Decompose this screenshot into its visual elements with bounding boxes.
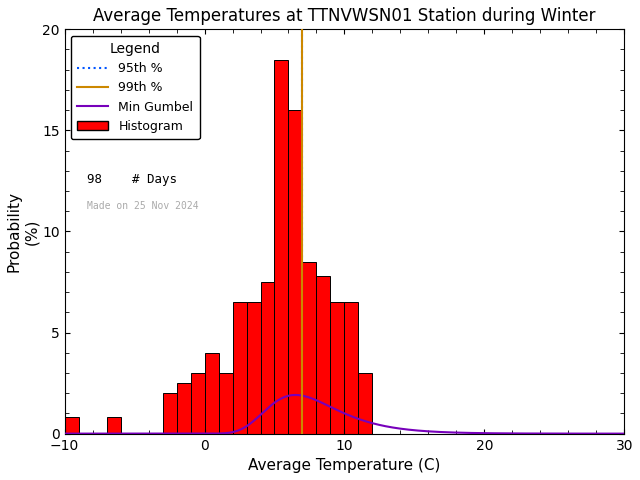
Bar bbox=[205, 353, 218, 433]
Text: Made on 25 Nov 2024: Made on 25 Nov 2024 bbox=[87, 201, 198, 211]
Bar bbox=[177, 383, 191, 433]
Title: Average Temperatures at TTNVWSN01 Station during Winter: Average Temperatures at TTNVWSN01 Statio… bbox=[93, 7, 596, 25]
X-axis label: Average Temperature (C): Average Temperature (C) bbox=[248, 458, 441, 473]
Bar bbox=[260, 282, 275, 433]
Bar bbox=[344, 302, 358, 433]
Bar bbox=[218, 373, 232, 433]
Bar bbox=[330, 302, 344, 433]
Min Gumbel bbox=[93, 431, 100, 436]
Bar bbox=[358, 373, 372, 433]
95th % bbox=[299, 410, 307, 416]
Line: Min Gumbel: Min Gumbel bbox=[36, 395, 624, 433]
Min Gumbel bbox=[33, 431, 40, 436]
Bar bbox=[289, 110, 303, 433]
Bar bbox=[65, 418, 79, 433]
Bar bbox=[275, 60, 289, 433]
Y-axis label: Probability
(%): Probability (%) bbox=[7, 191, 39, 272]
Bar bbox=[191, 373, 205, 433]
99th % bbox=[299, 410, 307, 416]
Bar bbox=[246, 302, 260, 433]
Min Gumbel bbox=[437, 429, 445, 435]
Bar bbox=[316, 276, 330, 433]
Min Gumbel bbox=[492, 431, 499, 436]
Legend: 95th %, 99th %, Min Gumbel, Histogram: 95th %, 99th %, Min Gumbel, Histogram bbox=[71, 36, 200, 139]
Text: 98    # Days: 98 # Days bbox=[87, 173, 177, 186]
Bar bbox=[303, 262, 316, 433]
99th % bbox=[299, 431, 307, 436]
Min Gumbel bbox=[502, 431, 510, 436]
Min Gumbel bbox=[271, 400, 278, 406]
Bar bbox=[232, 302, 246, 433]
Bar bbox=[107, 418, 120, 433]
Bar bbox=[163, 393, 177, 433]
Min Gumbel bbox=[292, 392, 300, 398]
95th % bbox=[299, 431, 307, 436]
Min Gumbel bbox=[292, 392, 300, 398]
Min Gumbel bbox=[620, 431, 628, 436]
